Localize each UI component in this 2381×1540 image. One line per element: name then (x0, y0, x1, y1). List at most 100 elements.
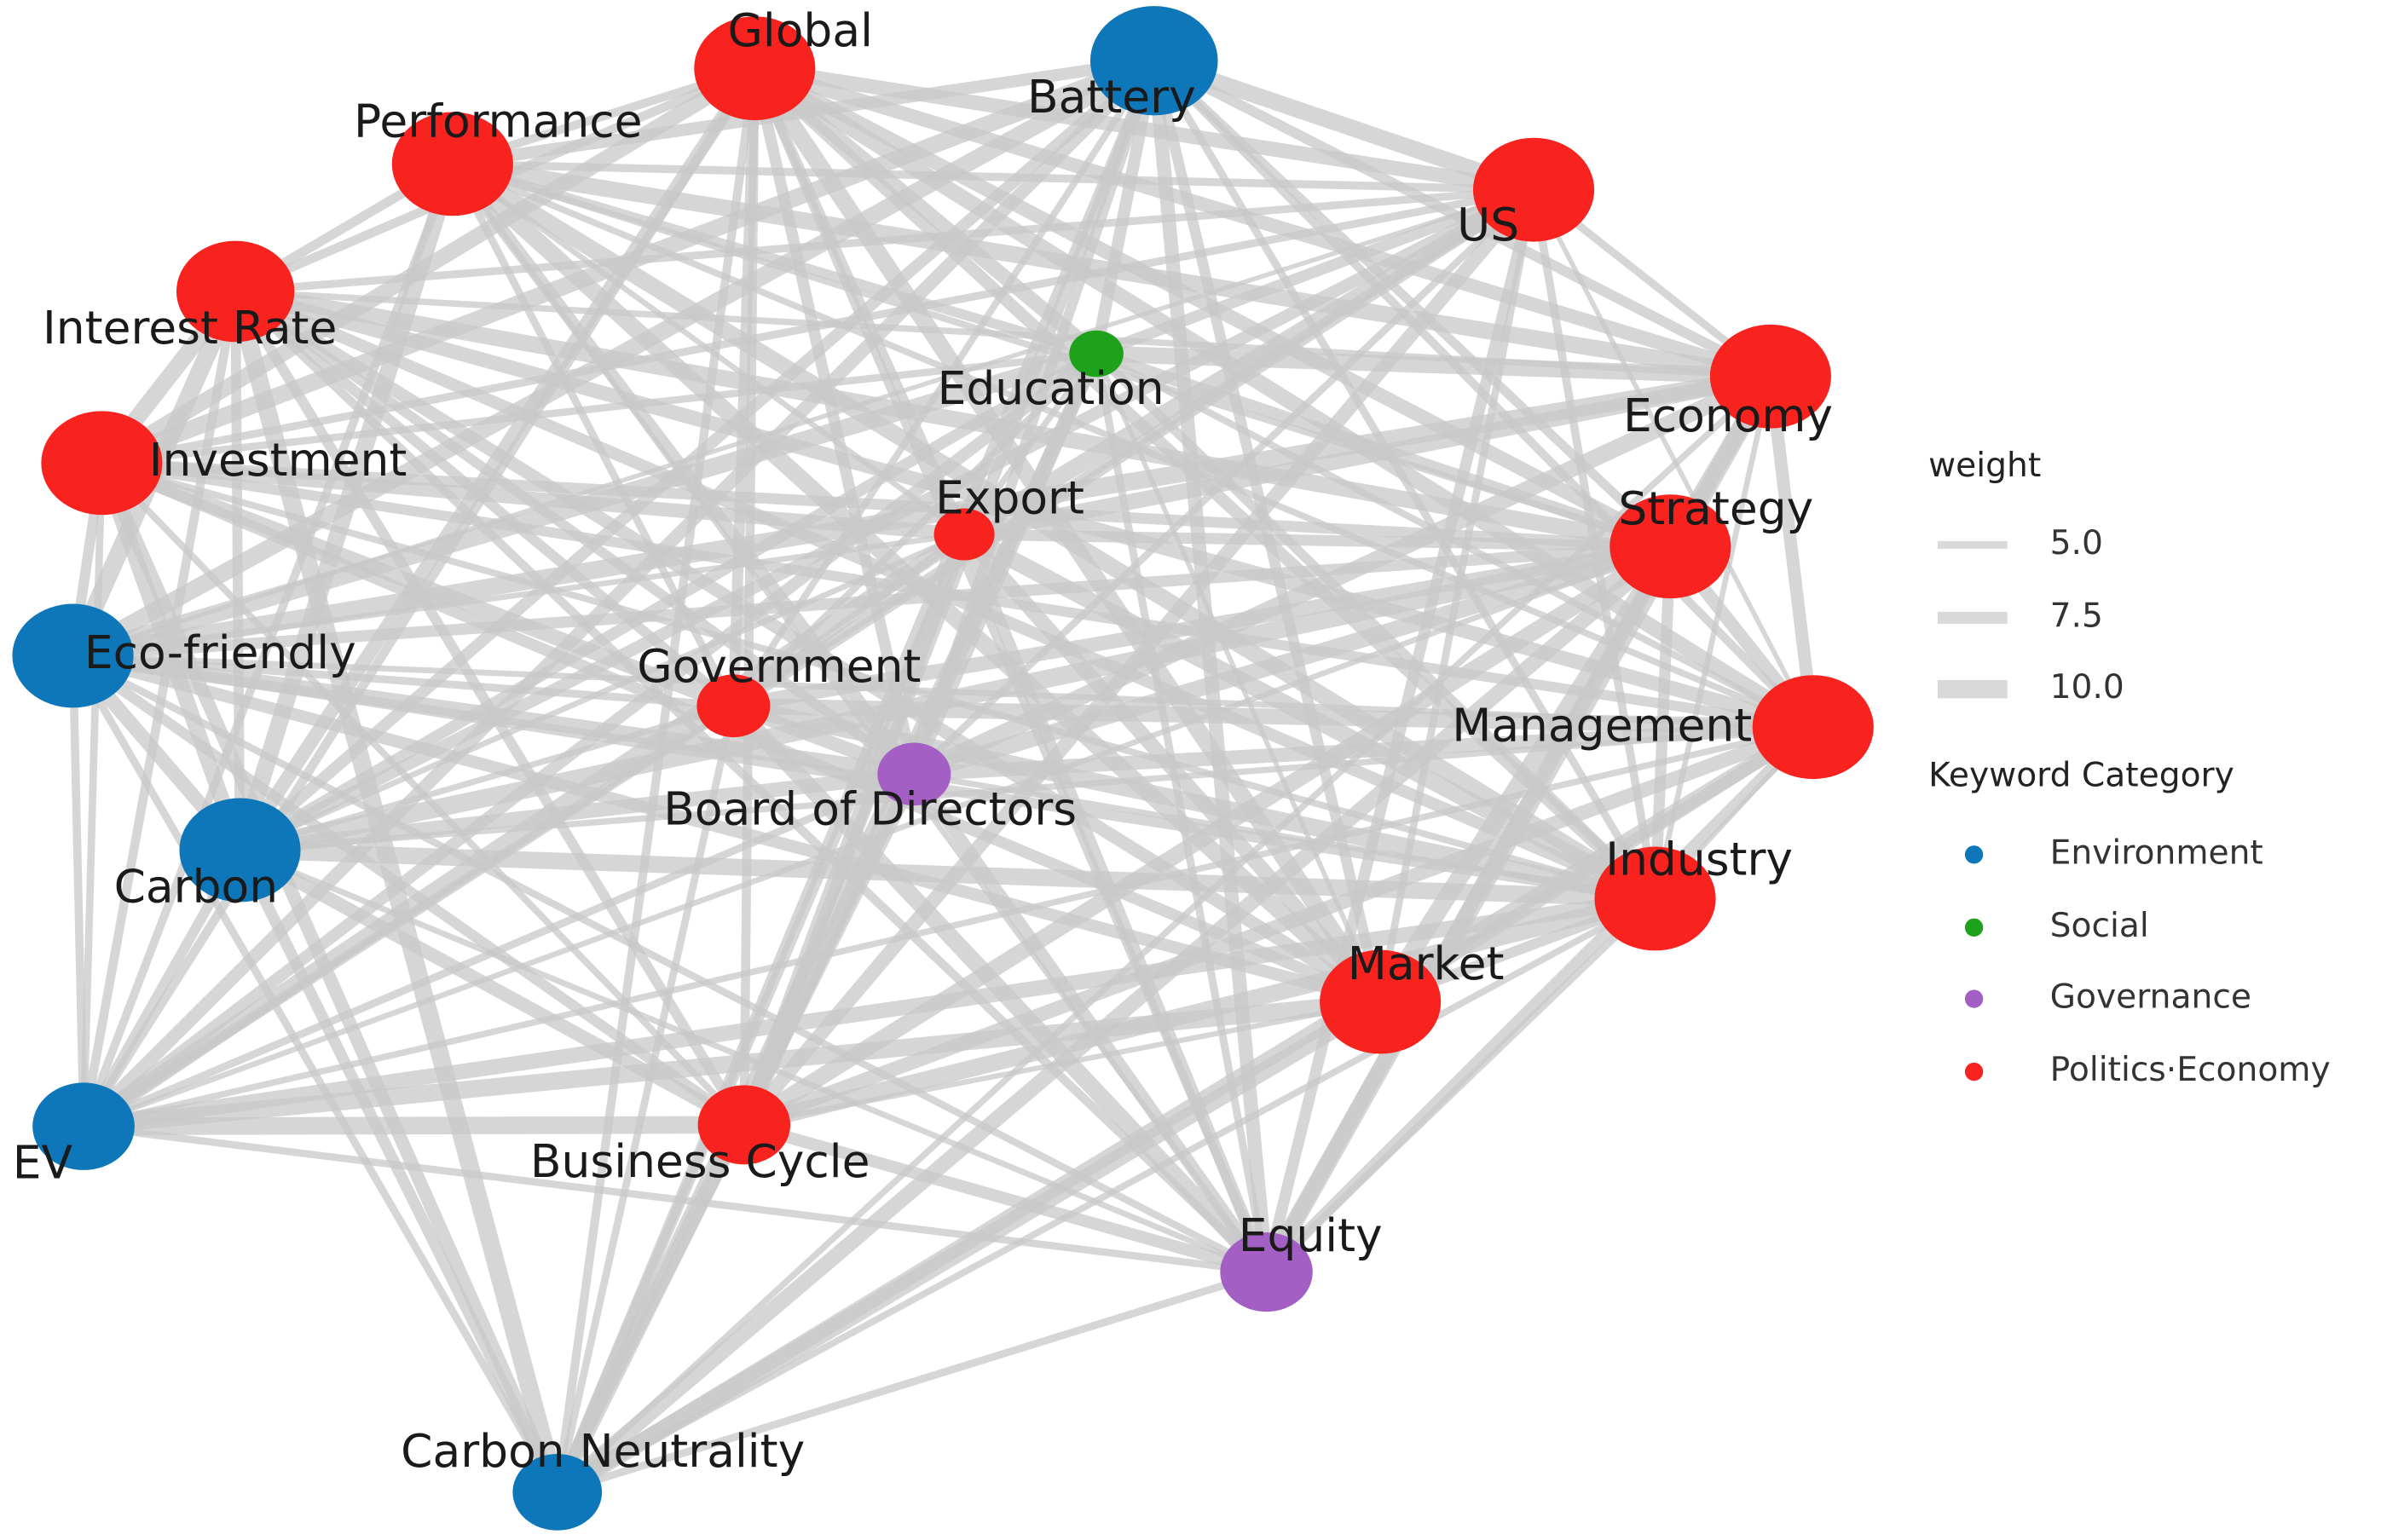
node-label: Carbon Neutrality (401, 1424, 805, 1478)
node (41, 411, 163, 516)
legend-label: Politics·Economy (2050, 1051, 2331, 1089)
edge (731, 697, 1657, 908)
node (933, 508, 995, 561)
legend-label: Governance (2050, 978, 2251, 1017)
edge (239, 702, 735, 853)
node-label: Interest Rate (43, 301, 337, 355)
node (697, 1085, 791, 1165)
edge (1094, 184, 1536, 360)
edge (240, 724, 1814, 854)
edge (1260, 543, 1677, 1276)
edge (913, 719, 1814, 782)
edge (234, 847, 563, 1495)
node-label: Industry (1605, 832, 1793, 885)
legend-dot (1964, 918, 1984, 937)
node (1320, 949, 1442, 1054)
legend-label: Environment (2050, 833, 2263, 872)
edge (80, 701, 737, 1131)
legend-label: 10.0 (2050, 668, 2124, 707)
node (877, 742, 951, 806)
edge (553, 705, 737, 1493)
legend-label: 5.0 (2050, 524, 2103, 562)
edge (556, 1268, 1268, 1497)
node-label: Investment (149, 433, 407, 487)
edge (1764, 375, 1820, 729)
legend-dot (1964, 1062, 1984, 1081)
edge (238, 537, 1673, 859)
edge (742, 1118, 1269, 1278)
legend-title: Keyword Category (1928, 756, 2234, 794)
edge (552, 994, 1385, 1500)
legend-dot (1964, 989, 1984, 1008)
edge (1150, 58, 1659, 901)
node (1609, 494, 1731, 599)
edge (83, 724, 1814, 1130)
edge (234, 186, 1534, 296)
node (1594, 846, 1716, 951)
edge (748, 66, 920, 776)
node (1752, 675, 1874, 780)
node (12, 603, 134, 708)
node (1472, 137, 1595, 242)
edge (1263, 896, 1658, 1275)
legend-title: weight (1928, 447, 2041, 485)
nodes (12, 6, 1874, 1531)
node-label: Strategy (1618, 482, 1813, 535)
edge (72, 531, 965, 659)
legend-label: Social (2050, 907, 2149, 945)
node-label: Management (1452, 699, 1752, 753)
edge (911, 538, 1673, 782)
edge (1093, 349, 1659, 903)
edge (71, 367, 1772, 665)
edge (237, 349, 1100, 856)
edge (232, 288, 1270, 1276)
node (512, 1454, 603, 1531)
edge (743, 999, 1381, 1128)
edge (83, 993, 1382, 1135)
edge (741, 720, 1816, 1132)
edge (101, 457, 1671, 552)
edge (71, 652, 1269, 1276)
node-label: Equity (1239, 1208, 1383, 1262)
edge (733, 697, 1813, 735)
edge (71, 649, 1382, 1008)
edge (82, 891, 1656, 1134)
node (1220, 1232, 1313, 1312)
edge (234, 283, 1673, 555)
edge (452, 159, 1534, 194)
edge (451, 55, 1155, 170)
node-label: Battery (1027, 70, 1196, 124)
edge (553, 1122, 748, 1495)
edge (240, 841, 1656, 908)
legend-dot (1964, 845, 1984, 864)
node-label: Economy (1623, 389, 1833, 442)
edge (83, 1122, 1268, 1276)
node (694, 16, 816, 121)
node-label: US (1457, 198, 1519, 251)
edge (958, 529, 1386, 1007)
node-labels: Global Battery Performance US Interest Rate E… (13, 3, 1833, 1478)
edge (1531, 188, 1816, 729)
edge (95, 460, 563, 1496)
node-label: EV (13, 1136, 73, 1190)
node-label: Board of Directors (663, 782, 1077, 836)
edge (82, 770, 916, 1130)
node (391, 112, 513, 216)
edge (239, 766, 916, 857)
node-label: Global (728, 3, 873, 57)
node-label: Carbon (114, 859, 278, 913)
node (696, 674, 771, 738)
node (1709, 324, 1831, 429)
node-label: Business Cycle (530, 1134, 870, 1188)
legend-label: 7.5 (2050, 597, 2103, 635)
edge (79, 463, 106, 1127)
edge (72, 540, 1671, 662)
edge (1151, 53, 1537, 198)
node (1089, 6, 1218, 116)
edge (1095, 345, 1771, 385)
node-label: Government (637, 639, 921, 693)
edge (913, 770, 1656, 902)
node-label: Eco-friendly (84, 626, 356, 679)
